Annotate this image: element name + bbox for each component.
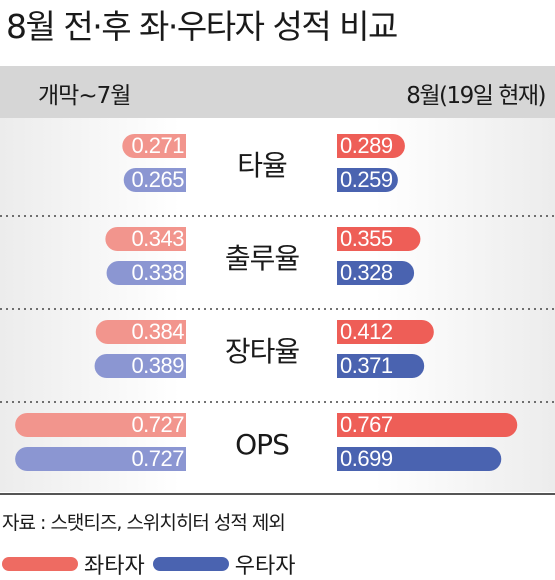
category-label: 출루율 xyxy=(225,242,300,275)
bar-right-after xyxy=(337,447,502,471)
period-label-after: 8월(19일 현재) xyxy=(406,83,546,109)
bar-left-before xyxy=(15,413,187,437)
period-header-bar xyxy=(0,66,555,118)
bar-left-before-edge xyxy=(172,134,186,158)
bar-right-after-edge xyxy=(337,447,351,471)
data-label: 0.265 xyxy=(131,167,184,192)
bar-left-before xyxy=(95,320,186,344)
bar-left-after xyxy=(337,227,421,251)
bar-right-after-edge xyxy=(337,354,351,378)
bar-left-after-edge xyxy=(337,134,351,158)
legend: 좌타자 우타자 xyxy=(2,548,295,580)
legend-label-right: 우타자 xyxy=(234,554,296,579)
data-label: 0.767 xyxy=(340,412,393,437)
bar-right-before xyxy=(15,447,187,471)
bar-left-before-edge xyxy=(172,413,186,437)
legend-swatch-right xyxy=(152,557,229,571)
bar-left-after-edge xyxy=(337,320,351,344)
category-label: 장타율 xyxy=(225,335,300,368)
category-label: 타율 xyxy=(237,149,287,182)
bar-right-before-edge xyxy=(172,447,186,471)
data-label: 0.271 xyxy=(131,133,184,158)
bar-right-before xyxy=(123,168,186,192)
bar-left-after-edge xyxy=(337,413,351,437)
bar-right-before-edge xyxy=(172,168,186,192)
data-label: 0.259 xyxy=(340,167,393,192)
source-note: 자료 : 스탯티즈, 스위치히터 성적 제외 xyxy=(2,512,286,534)
bar-right-after xyxy=(337,168,398,192)
bar-left-before xyxy=(105,227,186,251)
divider-rule xyxy=(0,493,555,495)
chart-title: 8월 전·후 좌·우타자 성적 비교 xyxy=(6,7,398,46)
data-label: 0.412 xyxy=(340,319,393,344)
bar-right-after xyxy=(337,261,415,285)
bar-left-after xyxy=(337,413,518,437)
legend-label-left: 좌타자 xyxy=(84,554,145,579)
data-label: 0.384 xyxy=(131,319,184,344)
bar-left-after-edge xyxy=(337,227,351,251)
data-label: 0.338 xyxy=(131,260,184,285)
legend-swatch-left xyxy=(2,557,78,571)
bar-right-before xyxy=(94,354,186,378)
data-label: 0.343 xyxy=(131,226,184,251)
comparison-chart: 0.271 0.265 0.289 0.259 타율 0.343 0.338 0.355 0.3… xyxy=(0,133,555,471)
data-label: 0.355 xyxy=(340,226,393,251)
data-label: 0.289 xyxy=(340,133,393,158)
bar-right-before-edge xyxy=(172,261,186,285)
data-label: 0.727 xyxy=(131,446,184,471)
bar-left-after xyxy=(337,320,434,344)
legend-item-right: 우타자 xyxy=(152,548,296,580)
bar-right-after-edge xyxy=(337,168,351,192)
bar-left-before-edge xyxy=(172,227,186,251)
bar-right-before-edge xyxy=(172,354,186,378)
data-label: 0.389 xyxy=(131,353,184,378)
bar-left-before xyxy=(122,134,186,158)
bar-left-before-edge xyxy=(172,320,186,344)
bar-right-before xyxy=(106,261,186,285)
bar-left-after xyxy=(337,134,405,158)
data-label: 0.727 xyxy=(131,412,184,437)
period-label-before: 개막~7월 xyxy=(38,83,131,109)
bar-right-after xyxy=(337,354,425,378)
data-label: 0.371 xyxy=(340,353,393,378)
category-label: OPS xyxy=(235,428,289,461)
legend-item-left: 좌타자 xyxy=(2,548,145,580)
bar-right-after-edge xyxy=(337,261,351,285)
data-label: 0.328 xyxy=(340,260,393,285)
data-label: 0.699 xyxy=(340,446,393,471)
